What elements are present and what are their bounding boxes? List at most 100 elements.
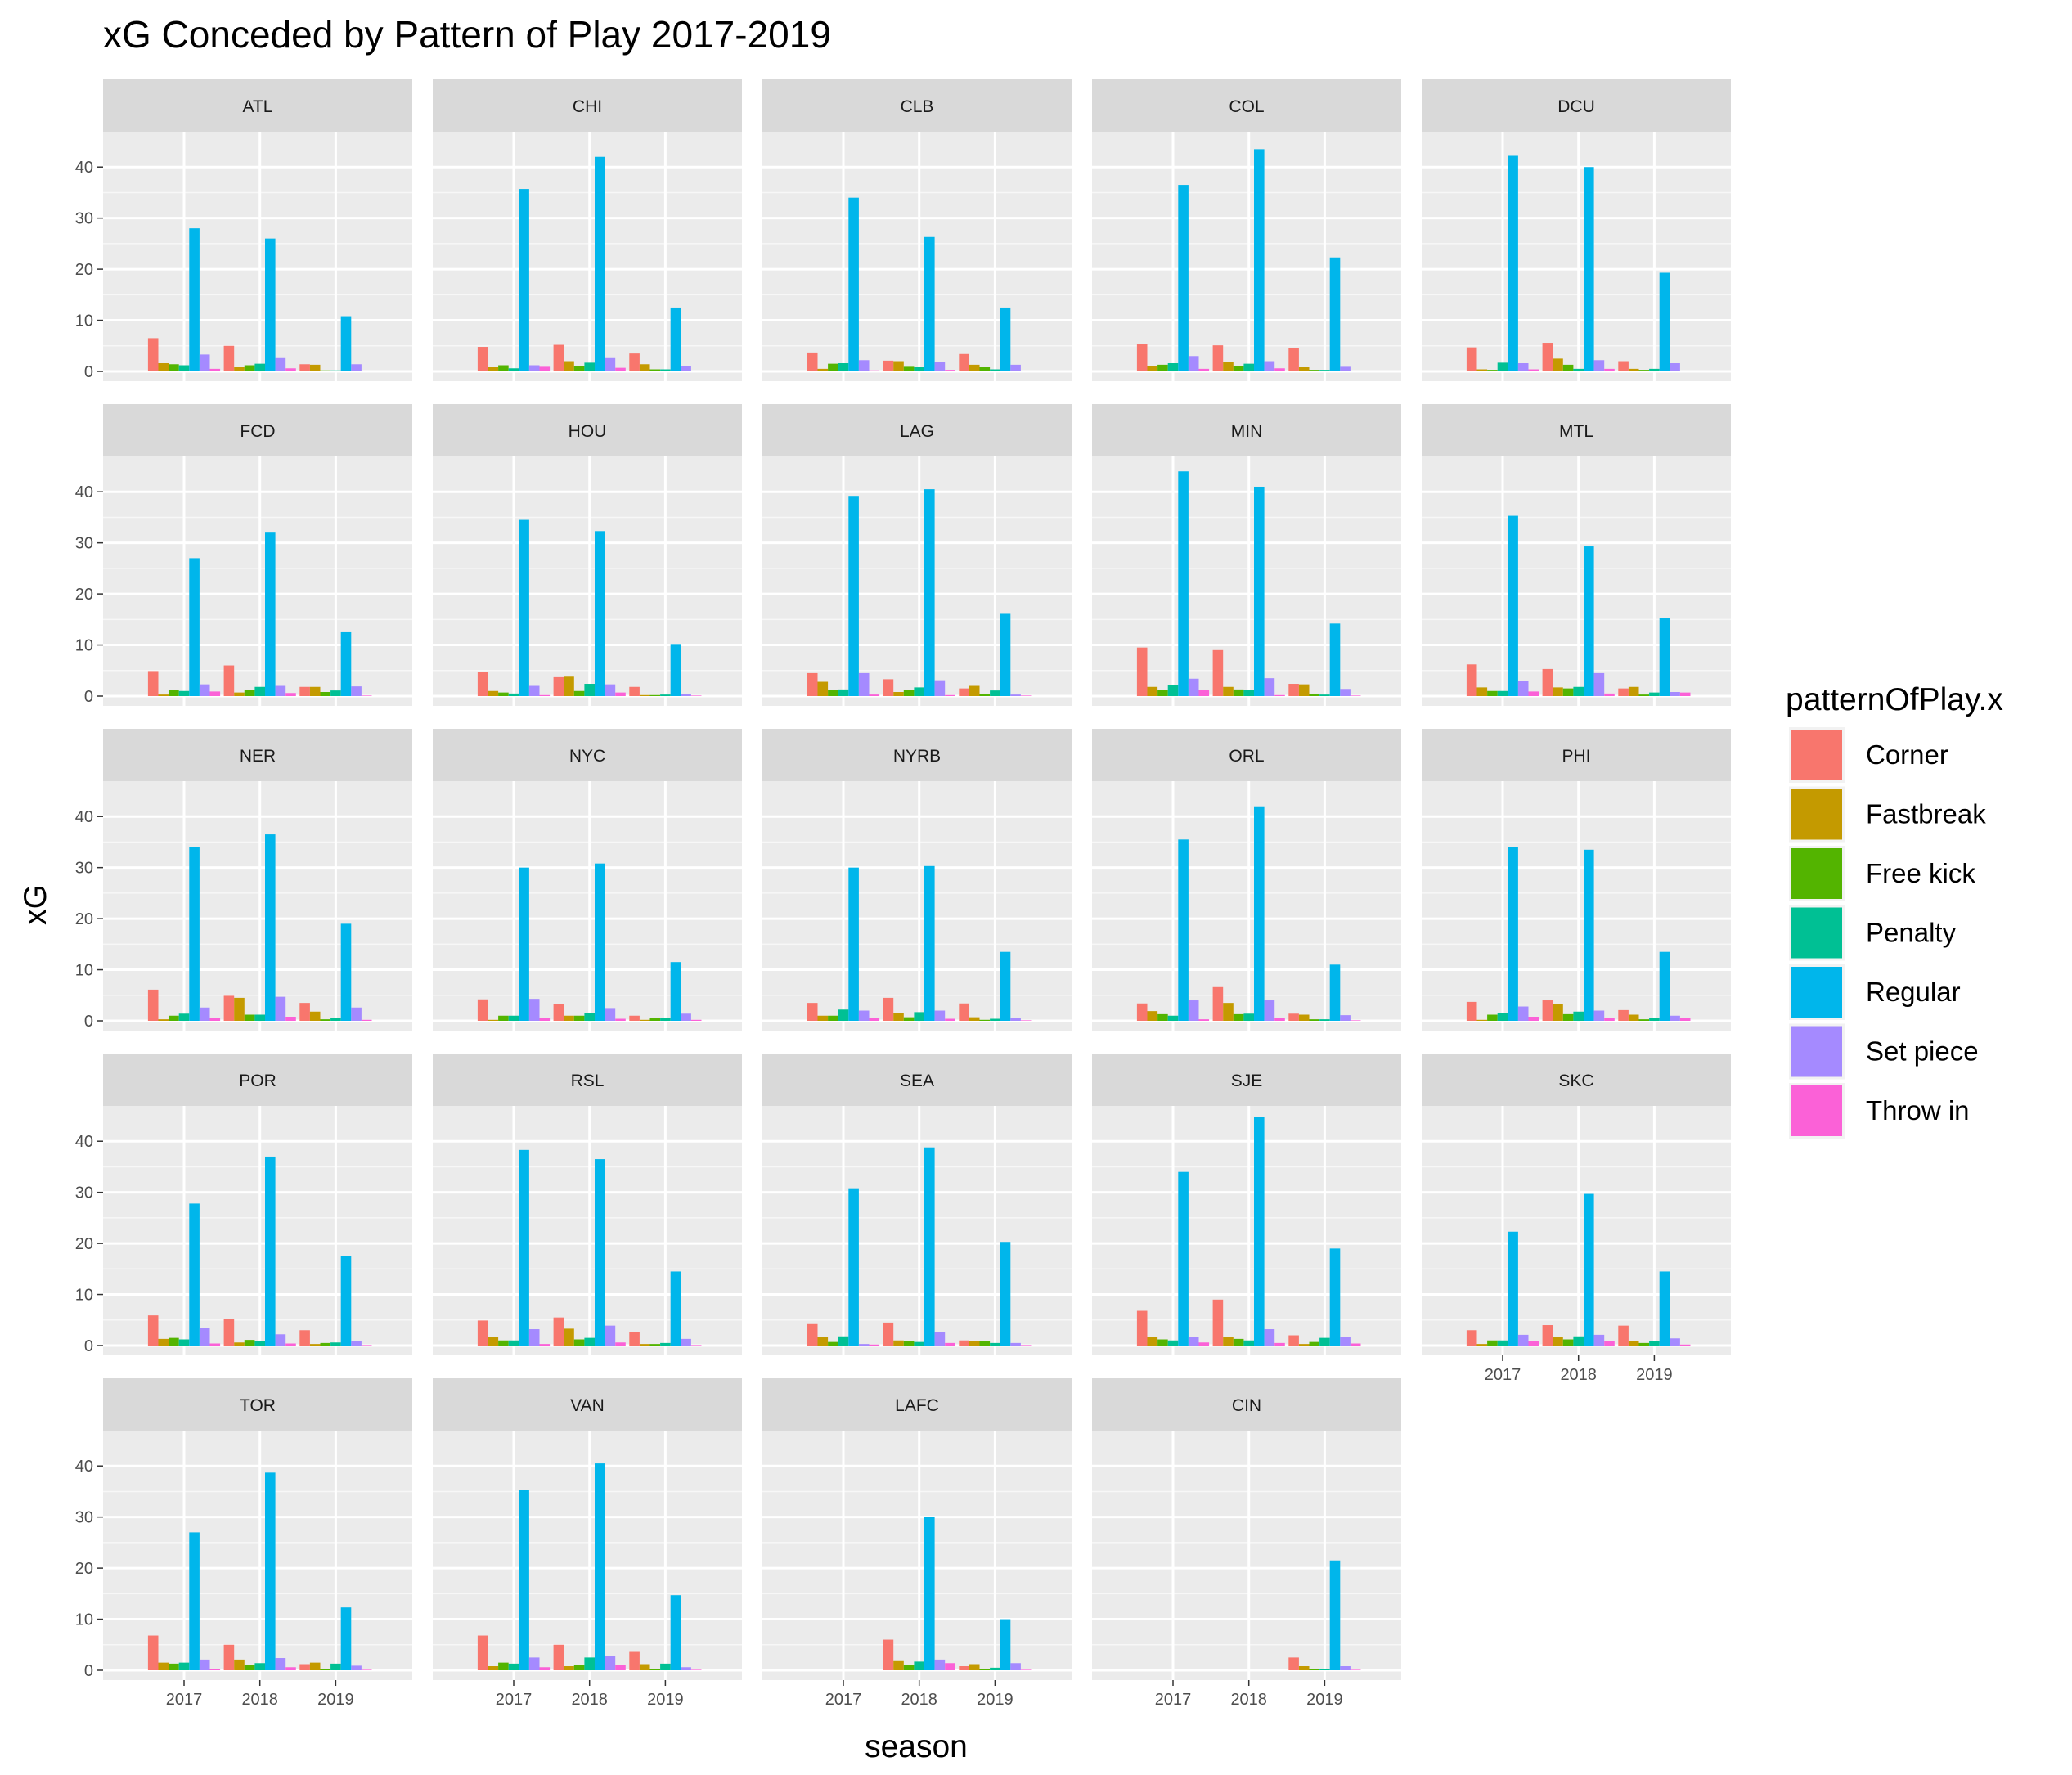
bar-clb-2018-set-piece xyxy=(934,362,946,371)
bar-atl-2017-regular xyxy=(189,228,200,371)
bar-atl-2019-corner xyxy=(299,364,310,371)
bar-atl-2019-set-piece xyxy=(351,364,362,371)
bar-ner-2018-penalty xyxy=(254,1014,265,1021)
bar-phi-2017-penalty xyxy=(1497,1013,1508,1021)
facet-strip xyxy=(762,729,1072,781)
bar-lag-2018-penalty xyxy=(914,687,924,696)
bar-phi-2017-set-piece xyxy=(1517,1006,1529,1021)
bar-dcu-2017-penalty xyxy=(1497,362,1508,371)
bar-van-2018-set-piece xyxy=(605,1656,616,1670)
bar-lag-2019-fastbreak xyxy=(969,685,980,696)
x-tick-label: 2017 xyxy=(825,1691,862,1709)
bar-orl-2017-set-piece xyxy=(1188,1000,1199,1021)
bar-nyc-2017-penalty xyxy=(508,1015,519,1021)
bar-lag-2017-penalty xyxy=(838,689,849,696)
panel-background xyxy=(762,781,1072,1031)
bar-sea-2019-regular xyxy=(1000,1242,1011,1346)
facet-nyrb: NYRB xyxy=(762,729,1072,1031)
bar-atl-2018-throw-in xyxy=(285,368,296,371)
bar-skc-2018-regular xyxy=(1584,1193,1594,1346)
bar-clb-2017-free-kick xyxy=(828,363,838,371)
bar-rsl-2019-corner xyxy=(629,1332,640,1346)
legend-item-regular: Regular xyxy=(1789,964,1961,1020)
facet-strip-label: NYRB xyxy=(893,747,941,766)
bar-skc-2018-corner xyxy=(1542,1325,1553,1346)
bar-orl-2018-corner xyxy=(1212,986,1224,1021)
bar-mtl-2019-penalty xyxy=(1649,692,1660,696)
bar-min-2019-throw-in xyxy=(1350,695,1361,696)
bar-nyc-2019-regular xyxy=(670,962,681,1021)
x-tick-label: 2019 xyxy=(1306,1691,1343,1709)
bar-clb-2017-set-piece xyxy=(858,360,870,371)
bar-mtl-2018-penalty xyxy=(1573,686,1584,696)
bar-tor-2017-regular xyxy=(189,1532,200,1670)
bar-lag-2017-fastbreak xyxy=(817,681,829,696)
legend-swatch xyxy=(1791,730,1842,780)
bar-sea-2018-regular xyxy=(924,1147,935,1346)
facet-strip xyxy=(1422,79,1731,132)
bar-rsl-2018-throw-in xyxy=(615,1342,626,1346)
bar-hou-2017-corner xyxy=(477,672,488,696)
bar-clb-2019-fastbreak xyxy=(969,364,980,371)
bar-chi-2017-free-kick xyxy=(498,365,509,371)
x-tick-label: 2018 xyxy=(571,1691,608,1709)
bar-tor-2019-corner xyxy=(299,1664,310,1670)
bar-dcu-2017-throw-in xyxy=(1528,369,1539,371)
y-tick-label: 30 xyxy=(75,860,93,878)
bar-clb-2018-fastbreak xyxy=(893,361,904,371)
facet-strip-label: NER xyxy=(240,747,276,766)
bar-fcd-2017-penalty xyxy=(178,690,190,696)
bar-nyrb-2019-fastbreak xyxy=(969,1017,980,1021)
bar-chi-2017-set-piece xyxy=(528,365,540,371)
bar-dcu-2018-corner xyxy=(1542,343,1553,371)
bar-lafc-2018-throw-in xyxy=(945,1663,955,1670)
bar-van-2017-regular xyxy=(519,1490,529,1670)
bar-dcu-2017-corner xyxy=(1466,347,1477,371)
bar-por-2018-regular xyxy=(265,1156,276,1346)
bar-fcd-2019-throw-in xyxy=(361,695,372,696)
facet-strip-label: ORL xyxy=(1229,747,1264,766)
y-tick-label: 20 xyxy=(75,586,93,604)
bar-min-2018-regular xyxy=(1254,486,1265,696)
bar-rsl-2017-throw-in xyxy=(539,1344,551,1346)
bar-lag-2019-corner xyxy=(959,688,969,696)
bar-hou-2018-fastbreak xyxy=(564,676,574,696)
facet-strip-label: CHI xyxy=(573,97,602,116)
bar-fcd-2019-free-kick xyxy=(320,692,331,696)
facet-strip xyxy=(103,1378,412,1431)
bar-chi-2019-corner xyxy=(629,353,640,371)
bar-hou-2018-set-piece xyxy=(605,684,616,696)
bar-min-2018-free-kick xyxy=(1233,689,1244,696)
x-tick-label: 2019 xyxy=(647,1691,684,1709)
bar-nyc-2017-free-kick xyxy=(498,1015,509,1021)
bar-van-2018-free-kick xyxy=(573,1665,585,1670)
bar-min-2018-corner xyxy=(1212,649,1224,696)
bar-fcd-2019-fastbreak xyxy=(309,686,321,696)
facet-col: COL xyxy=(1092,79,1401,381)
bar-mtl-2019-regular xyxy=(1659,618,1670,696)
facet-strip-label: DCU xyxy=(1557,97,1595,116)
bar-por-2017-free-kick xyxy=(169,1337,179,1346)
bar-ner-2018-free-kick xyxy=(244,1014,255,1021)
bar-dcu-2017-free-kick xyxy=(1487,370,1498,371)
bar-nyc-2019-fastbreak xyxy=(639,1019,650,1021)
bar-atl-2018-penalty xyxy=(254,363,265,371)
y-tick-label: 10 xyxy=(75,637,93,655)
facet-strip-label: CLB xyxy=(901,97,934,116)
y-tick-label: 40 xyxy=(75,1458,93,1476)
facet-cin: CIN 2017 2018 2019 xyxy=(1092,1378,1401,1709)
bar-van-2019-set-piece xyxy=(681,1667,691,1670)
facet-strip-label: MTL xyxy=(1559,422,1593,441)
bar-sje-2017-penalty xyxy=(1167,1340,1179,1346)
facet-strip-label: ATL xyxy=(243,97,273,116)
bar-skc-2019-penalty xyxy=(1649,1341,1660,1346)
x-tick-label: 2017 xyxy=(1155,1691,1192,1709)
bar-clb-2019-regular xyxy=(1000,307,1011,371)
y-tick-label: 0 xyxy=(84,688,93,706)
bar-fcd-2017-regular xyxy=(189,558,200,696)
bar-tor-2019-set-piece xyxy=(351,1665,362,1670)
legend-swatch xyxy=(1791,789,1842,840)
bar-lag-2019-set-piece xyxy=(1010,694,1021,696)
bar-tor-2017-fastbreak xyxy=(158,1662,169,1670)
